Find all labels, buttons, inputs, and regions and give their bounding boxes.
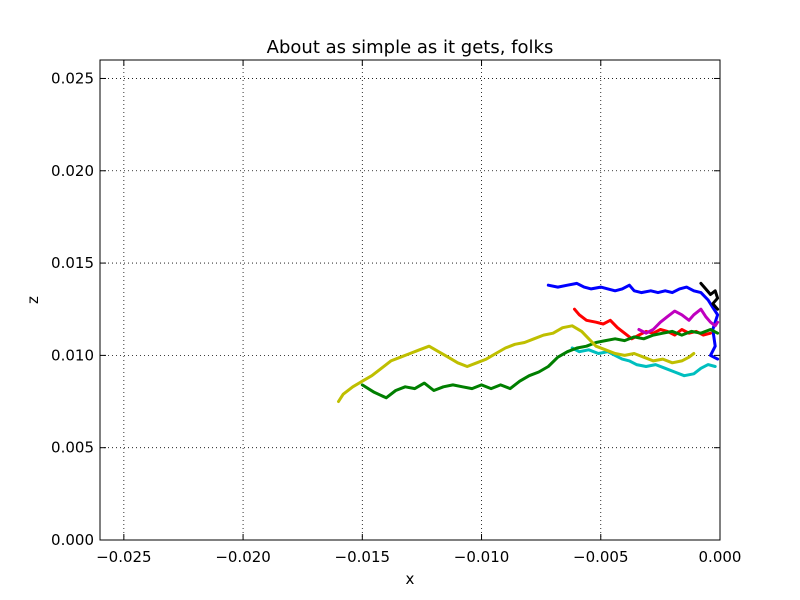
x-tick-label: −0.010 xyxy=(454,548,510,566)
series-line-3 xyxy=(637,307,720,335)
x-tick-label: −0.020 xyxy=(215,548,271,566)
series-line-1 xyxy=(546,281,720,361)
x-tick-label: 0.000 xyxy=(699,548,742,566)
series-layer xyxy=(337,281,720,403)
plot-area xyxy=(100,60,720,540)
x-axis-title: x xyxy=(406,570,415,588)
x-tick-label: −0.005 xyxy=(573,548,629,566)
chart-title: About as simple as it gets, folks xyxy=(267,37,554,58)
plot-frame xyxy=(99,59,721,541)
y-tick-label: 0.010 xyxy=(51,346,94,364)
y-tick-label: 0.025 xyxy=(51,69,94,87)
y-tick-label: 0.005 xyxy=(51,439,94,457)
x-axis: −0.025 −0.020 −0.015 −0.010 −0.005 0.000 xyxy=(96,60,741,566)
y-tick-label: 0.015 xyxy=(51,254,94,272)
series-line-4 xyxy=(699,281,720,311)
y-tick-label: 0.020 xyxy=(51,162,94,180)
y-axis: 0.000 0.005 0.010 0.015 0.020 0.025 xyxy=(51,69,720,549)
y-tick-label: 0.000 xyxy=(51,531,94,549)
series-line-6 xyxy=(360,328,720,400)
series-line-7 xyxy=(337,324,696,403)
x-tick-label: −0.025 xyxy=(96,548,152,566)
series-line-5 xyxy=(570,346,717,378)
y-axis-title: z xyxy=(24,296,42,304)
x-tick-label: −0.015 xyxy=(335,548,391,566)
